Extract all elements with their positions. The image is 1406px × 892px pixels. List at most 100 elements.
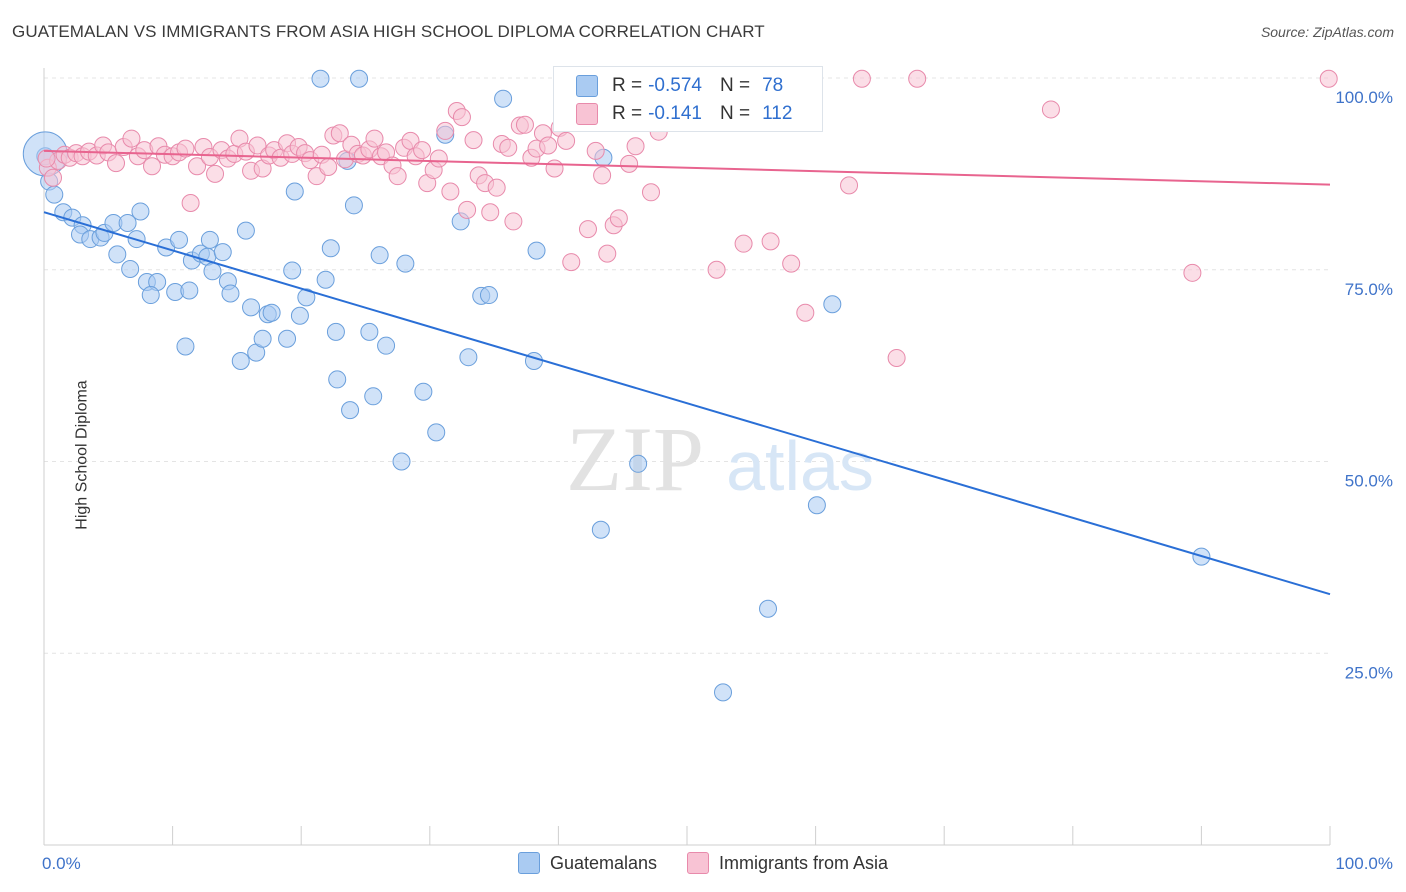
guatemalan-point — [131, 202, 150, 221]
guatemalan-point — [297, 288, 316, 307]
guatemalan-point — [479, 286, 498, 305]
guatemalan-point — [823, 295, 842, 314]
asia-point — [840, 176, 859, 195]
asia-point — [761, 232, 780, 251]
guatemalan-point — [494, 89, 513, 108]
guatemalan-point — [396, 254, 415, 273]
data-points — [22, 69, 1338, 702]
guatemalan-point — [283, 261, 302, 280]
asia-point — [1319, 69, 1338, 88]
guatemalan-point — [459, 348, 478, 367]
guatemalan-point — [360, 322, 379, 341]
legend-item-asia: Immigrants from Asia — [687, 852, 888, 874]
asia-point — [887, 348, 906, 367]
asia-point — [1041, 100, 1060, 119]
guatemalan-point — [414, 382, 433, 401]
asia-point — [626, 137, 645, 156]
series-legend: Guatemalans Immigrants from Asia — [0, 852, 1406, 874]
asia-point — [593, 166, 612, 185]
legend-r-value: -0.574 — [648, 75, 702, 96]
guatemalan-point — [170, 230, 189, 249]
guatemalan-point — [759, 599, 778, 618]
chart-title: GUATEMALAN VS IMMIGRANTS FROM ASIA HIGH … — [12, 22, 765, 41]
guatemalan-point — [203, 262, 222, 281]
y-tick-label: 50.0% — [1345, 472, 1393, 491]
asia-point — [734, 234, 753, 253]
guatemalan-point — [321, 239, 340, 258]
guatemalan-point — [370, 246, 389, 265]
guatemalan-point — [180, 281, 199, 300]
guatemalan-point — [527, 241, 546, 260]
legend-row-guatemalans: R = -0.574 N = 78 — [576, 73, 783, 99]
correlation-legend: R = -0.574 N = 78 R = -0.141 N = 112 — [553, 66, 823, 132]
asia-point — [586, 141, 605, 160]
legend-swatch-blue — [517, 852, 540, 874]
legend-r-value: -0.141 — [648, 103, 702, 124]
asia-point — [562, 253, 581, 272]
asia-point — [782, 254, 801, 273]
asia-point — [458, 200, 477, 219]
watermark: ZIP atlas — [566, 408, 874, 510]
guatemalan-point — [377, 336, 396, 355]
guatemalan-point — [316, 270, 335, 289]
guatemalan-point — [285, 182, 304, 201]
asia-point — [248, 136, 267, 155]
asia-point — [598, 244, 617, 263]
legend-label: Guatemalans — [549, 852, 657, 873]
asia-point — [176, 139, 195, 158]
tick-labels: 25.0% 50.0% 75.0% 100.0% 0.0% 100.0% — [42, 88, 1393, 873]
asia-point — [44, 168, 63, 187]
guatemalan-point — [807, 496, 826, 515]
asia-point — [796, 303, 815, 322]
guatemalan-point — [278, 329, 297, 348]
asia-trend-line — [43, 149, 1331, 186]
guatemalan-point — [326, 322, 345, 341]
asia-point — [441, 182, 460, 201]
guatemalan-point — [231, 352, 250, 371]
guatemalan-point — [344, 196, 363, 215]
legend-swatch-pink — [576, 103, 598, 125]
legend-r-label: R = — [612, 103, 643, 124]
guatemalan-point — [176, 337, 195, 356]
asia-point — [641, 183, 660, 202]
asia-point — [429, 149, 448, 168]
y-tick-label: 25.0% — [1345, 663, 1393, 682]
guatemalan-point — [328, 370, 347, 389]
source-credit: Source: ZipAtlas.com — [1260, 24, 1394, 40]
asia-point — [188, 157, 207, 176]
legend-n-value: 78 — [762, 75, 784, 96]
asia-point — [1183, 263, 1202, 282]
legend-swatch-blue — [576, 75, 598, 97]
asia-point — [122, 129, 141, 148]
guatemalan-point — [350, 69, 369, 88]
asia-point — [330, 124, 349, 143]
guatemalan-point — [200, 230, 219, 249]
guatemalan-point — [118, 213, 137, 232]
guatemalan-point — [213, 243, 232, 262]
asia-point — [504, 212, 523, 231]
guatemalan-point — [427, 423, 446, 442]
guatemalan-point — [242, 298, 261, 317]
asia-point — [545, 159, 564, 178]
asia-point — [487, 178, 506, 197]
asia-point — [707, 260, 726, 279]
asia-point — [464, 131, 483, 150]
asia-point — [436, 121, 455, 140]
asia-point — [37, 149, 56, 168]
asia-point — [515, 115, 534, 134]
watermark-atlas: atlas — [726, 427, 874, 505]
guatemalan-point — [364, 387, 383, 406]
x-tick-label: 100.0% — [1335, 854, 1393, 873]
asia-point — [620, 154, 639, 173]
guatemalan-point — [290, 306, 309, 325]
asia-point — [908, 69, 927, 88]
asia-point — [143, 157, 162, 176]
asia-point — [365, 129, 384, 148]
asia-point — [181, 194, 200, 213]
asia-point — [388, 167, 407, 186]
asia-point — [452, 108, 471, 127]
guatemalan-point — [236, 221, 255, 240]
guatemalan-point — [714, 683, 733, 702]
guatemalan-point — [121, 259, 140, 278]
axes — [43, 68, 1331, 846]
